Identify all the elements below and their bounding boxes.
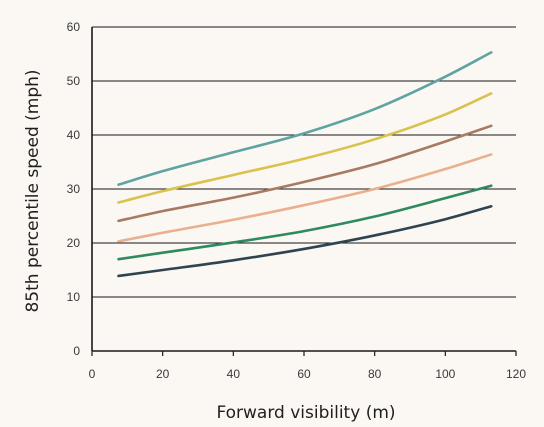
- x-tick-label: 120: [506, 367, 526, 381]
- y-tick-label: 30: [67, 182, 81, 196]
- x-tick-label: 40: [227, 367, 241, 381]
- series-line-5: [117, 184, 493, 261]
- series-line-1: [117, 51, 493, 186]
- x-tick-label: 80: [368, 367, 382, 381]
- x-tick-label: 20: [156, 367, 170, 381]
- y-tick-label: 10: [67, 290, 81, 304]
- x-tick-label: 60: [297, 367, 311, 381]
- gridlines: [92, 26, 516, 298]
- y-tick-label: 50: [67, 74, 81, 88]
- x-axis-title: Forward visibility (m): [216, 403, 395, 423]
- series-line-4: [117, 153, 493, 243]
- series-lines: [117, 51, 493, 278]
- y-tick-label: 20: [67, 236, 81, 250]
- y-tick-labels: 0 10 20 30 40 50 60: [67, 20, 81, 358]
- x-tick-label: 100: [435, 367, 455, 381]
- x-tick-label: 0: [89, 367, 96, 381]
- series-line-2: [117, 92, 493, 204]
- y-axis-title: 85th percentile speed (mph): [23, 69, 43, 312]
- x-tick-labels: 0 20 40 60 80 100 120: [89, 367, 527, 381]
- series-line-6: [117, 204, 493, 278]
- axes: [91, 27, 517, 356]
- y-tick-label: 60: [67, 20, 81, 34]
- y-tick-label: 0: [73, 344, 80, 358]
- y-tick-label: 40: [67, 128, 81, 142]
- series-line-3: [117, 124, 493, 223]
